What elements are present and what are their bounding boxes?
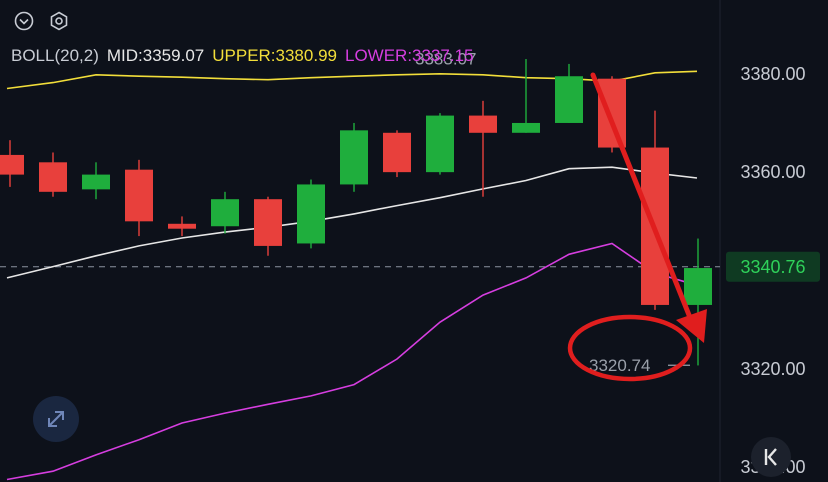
candle-body [168,223,196,229]
boll-mid-value: MID:3359.07 [106,46,205,65]
candle [684,238,712,366]
candle-body [383,132,411,173]
candle [39,152,67,197]
candle [254,196,282,256]
band-line-mid [6,166,698,279]
price-tick-label: 3360.00 [740,162,805,182]
boll-lower-value: LOWER:3337.15 [344,46,474,65]
candle-body [469,115,497,133]
jump-to-latest-button[interactable] [751,437,791,477]
candle-body [254,199,282,246]
candle [426,113,454,175]
expand-arrows-icon [48,411,64,427]
candle [125,159,153,237]
candle [383,130,411,178]
candle-body [340,130,368,185]
candle [82,162,110,200]
band-line-upper [6,70,698,90]
boll-legend: BOLL(20,2) MID:3359.07 UPPER:3380.99 LOWER:… [11,46,482,66]
candle-body [211,199,239,227]
candle-body [82,174,110,190]
candle [211,191,239,234]
candle-body [0,154,24,175]
candle-body [125,169,153,222]
annotation-arrow [590,72,707,343]
band-line-lower [6,242,698,481]
boll-indicator-name: BOLL(20,2) [11,46,99,65]
candle-body [39,162,67,192]
candle-body [555,76,583,123]
annotation-circle [567,314,693,382]
candle [512,59,540,133]
candle [168,216,196,237]
boll-upper-value: UPPER:3380.99 [212,46,337,65]
candle-body [426,115,454,173]
candle [0,140,24,187]
bollinger-bands [6,70,698,481]
price-tick-label: 3380.00 [740,64,805,84]
hexagon-settings-icon[interactable] [49,11,69,31]
candle [598,76,626,153]
high-price-marker: 3383.07 [415,50,476,69]
expand-button[interactable] [33,396,79,442]
candle [297,179,325,249]
jump-to-latest-icon [764,448,777,466]
candle [340,122,368,192]
current-price-badge [726,251,820,282]
current-price-label: 3340.76 [740,257,805,277]
candle [555,63,583,123]
candle-body [684,268,712,305]
chevron-down-icon[interactable] [14,11,34,31]
low-price-marker: 3320.74 [589,356,650,375]
price-tick-label: 3320.00 [740,359,805,379]
candle-body [598,78,626,148]
candle [469,100,497,197]
candle-body [297,184,325,244]
candles [0,59,712,366]
candle-body [512,122,540,133]
